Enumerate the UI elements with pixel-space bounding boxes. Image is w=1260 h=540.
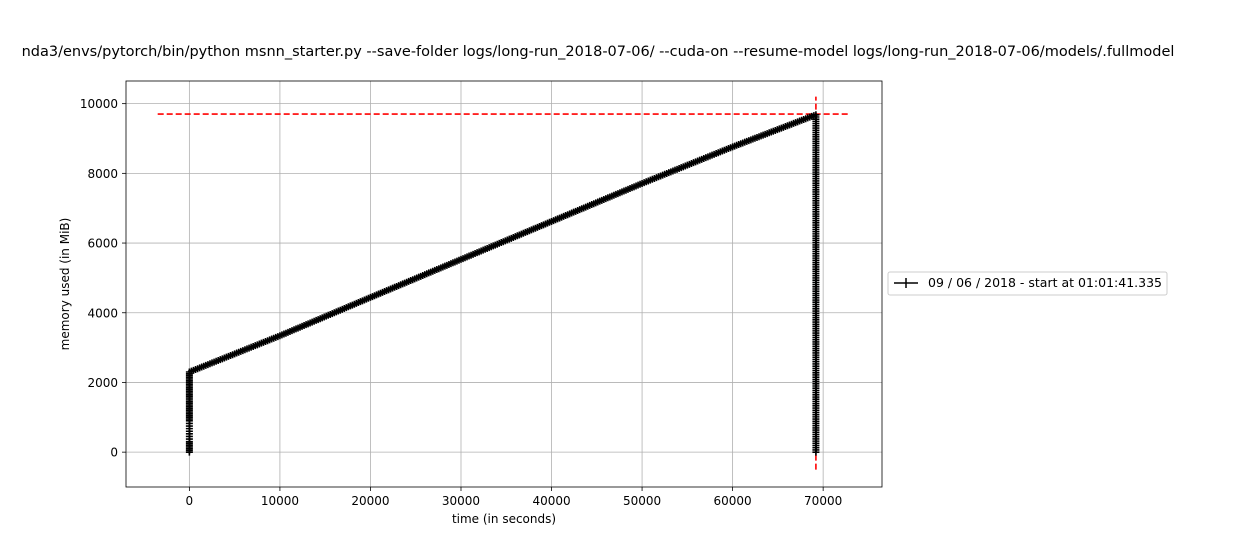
series-line [188, 113, 817, 453]
y-tick-label: 6000 [87, 237, 118, 251]
legend-box [887, 271, 1168, 296]
y-tick-label: 0 [110, 446, 118, 460]
x-tick-label: 40000 [532, 494, 570, 508]
x-tick-label: 0 [186, 494, 194, 508]
x-tick-label: 70000 [804, 494, 842, 508]
grid [126, 81, 882, 487]
legend-label: 09 / 06 / 2018 - start at 01:01:41.335 [928, 275, 1162, 290]
chart-title: nda3/envs/pytorch/bin/python msnn_starte… [22, 44, 1175, 60]
x-tick-label: 30000 [442, 494, 480, 508]
y-tick-label: 4000 [87, 306, 118, 320]
x-axis-label: time (in seconds) [452, 512, 556, 526]
x-axis-ticks: 0 10000 20000 30000 40000 50000 60000 70000 [186, 487, 842, 508]
y-tick-label: 10000 [80, 97, 118, 111]
x-tick-label: 20000 [351, 494, 389, 508]
reference-lines [157, 96, 849, 470]
legend: 09 / 06 / 2018 - start at 01:01:41.335 [887, 271, 1168, 296]
y-tick-label: 8000 [87, 167, 118, 181]
data-point [812, 448, 820, 456]
axes-frame [125, 80, 883, 488]
x-tick-label: 10000 [261, 494, 299, 508]
y-axis-label: memory used (in MiB) [58, 218, 72, 351]
x-tick-label: 60000 [714, 494, 752, 508]
y-axis-ticks: 0 2000 4000 6000 8000 10000 [80, 97, 126, 460]
series-layer [185, 111, 820, 456]
x-tick-label: 50000 [623, 494, 661, 508]
y-tick-label: 2000 [87, 376, 118, 390]
